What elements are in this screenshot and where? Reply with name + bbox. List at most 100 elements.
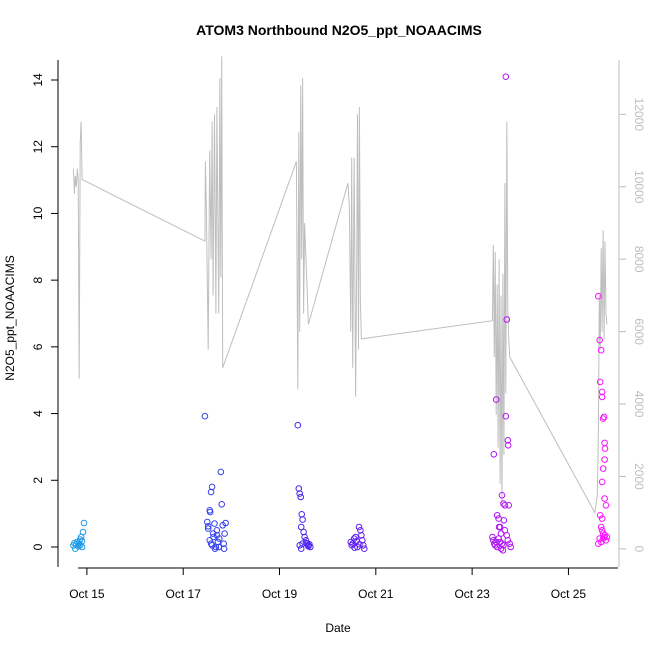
data-point xyxy=(209,530,217,537)
data-point xyxy=(299,516,306,523)
data-point xyxy=(496,538,504,546)
data-point xyxy=(220,540,227,548)
data-point xyxy=(355,523,363,531)
data-point xyxy=(352,533,359,541)
data-point xyxy=(599,535,607,542)
data-point xyxy=(351,544,358,552)
data-point xyxy=(204,523,212,530)
data-point xyxy=(495,523,503,531)
data-point xyxy=(493,512,501,519)
data-point xyxy=(298,511,306,518)
data-point xyxy=(602,502,610,509)
data-point xyxy=(500,500,507,507)
data-point xyxy=(208,483,216,491)
y2-tick-label: 12000 xyxy=(632,98,646,132)
y-tick-label: 4 xyxy=(31,410,45,417)
data-point xyxy=(498,492,506,499)
data-point xyxy=(601,495,608,502)
data-point xyxy=(595,540,602,548)
data-point xyxy=(78,543,86,551)
data-point xyxy=(297,545,305,553)
x-tick-label: Oct 17 xyxy=(166,587,202,601)
data-point xyxy=(361,545,368,553)
y-tick-label: 2 xyxy=(31,477,45,484)
data-point xyxy=(504,442,512,449)
x-tick-label: Oct 15 xyxy=(69,587,105,601)
x-tick-label: Oct 19 xyxy=(262,587,298,601)
y2-tick-label: 6000 xyxy=(632,318,646,345)
data-point xyxy=(502,412,510,420)
data-point xyxy=(79,528,87,536)
data-point xyxy=(504,437,512,444)
data-point xyxy=(491,542,499,549)
y2-tick-label: 4000 xyxy=(632,391,646,418)
data-point xyxy=(503,316,511,323)
data-point xyxy=(76,542,84,549)
y-axis-ticks: 0 2 4 6 8 10 12 14 xyxy=(31,73,58,550)
data-point xyxy=(599,530,607,537)
data-point xyxy=(507,543,515,551)
data-point xyxy=(597,346,605,354)
data-point xyxy=(603,533,611,541)
data-point xyxy=(597,523,605,531)
data-point xyxy=(504,537,512,544)
data-point xyxy=(598,527,606,534)
plot-frame xyxy=(57,60,620,569)
data-point xyxy=(497,545,505,553)
data-point xyxy=(505,502,513,509)
data-point xyxy=(215,543,223,551)
data-point xyxy=(207,540,215,548)
data-point xyxy=(598,478,606,486)
altitude-line xyxy=(72,56,608,515)
y2-tick-label: 10000 xyxy=(632,170,646,204)
data-point xyxy=(218,501,225,508)
data-point xyxy=(221,530,228,537)
data-point xyxy=(222,519,229,527)
data-point xyxy=(217,468,225,476)
data-point xyxy=(294,421,302,429)
chart-title: ATOM3 Northbound N2O5_ppt_NOAACIMS xyxy=(196,22,482,38)
y-axis-label: N2O5_ppt_NOAACIMS xyxy=(3,255,17,380)
data-point xyxy=(210,533,217,541)
data-point xyxy=(296,490,304,497)
y2-tick-label: 8000 xyxy=(632,246,646,273)
data-point xyxy=(601,456,608,463)
data-point xyxy=(596,336,604,344)
data-point xyxy=(500,517,508,524)
data-point xyxy=(492,538,500,546)
data-point xyxy=(356,541,363,548)
data-point xyxy=(501,502,509,509)
y2-axis-ticks: 0 2000 4000 6000 8000 10000 12000 xyxy=(619,98,646,553)
data-point xyxy=(360,542,367,549)
x-tick-label: Oct 21 xyxy=(358,587,394,601)
data-points-layer xyxy=(70,73,611,554)
data-point xyxy=(499,547,507,554)
data-point xyxy=(600,413,608,421)
data-point xyxy=(598,393,606,401)
y2-tick-label: 2000 xyxy=(632,463,646,490)
y-tick-label: 10 xyxy=(31,206,45,220)
data-point xyxy=(213,532,221,539)
data-point xyxy=(305,543,312,550)
data-point xyxy=(489,533,496,541)
y-tick-label: 8 xyxy=(31,276,45,283)
data-point xyxy=(204,525,212,532)
data-point xyxy=(599,465,607,472)
y-tick-label: 14 xyxy=(31,73,45,87)
data-point xyxy=(492,396,500,403)
data-point xyxy=(506,540,514,548)
data-point xyxy=(598,388,606,396)
data-point xyxy=(201,412,209,420)
data-point xyxy=(598,515,606,522)
altitude-line-layer xyxy=(72,56,608,515)
data-point xyxy=(206,508,214,516)
x-tick-label: Oct 25 xyxy=(551,587,587,601)
data-point xyxy=(204,518,211,526)
x-axis-ticks: Oct 15 Oct 17 Oct 19 Oct 21 Oct 23 Oct 25 xyxy=(69,568,586,601)
data-point xyxy=(596,512,604,519)
y-tick-label: 0 xyxy=(31,543,45,550)
data-point xyxy=(502,73,510,80)
x-tick-label: Oct 23 xyxy=(454,587,490,601)
data-point xyxy=(495,515,502,522)
